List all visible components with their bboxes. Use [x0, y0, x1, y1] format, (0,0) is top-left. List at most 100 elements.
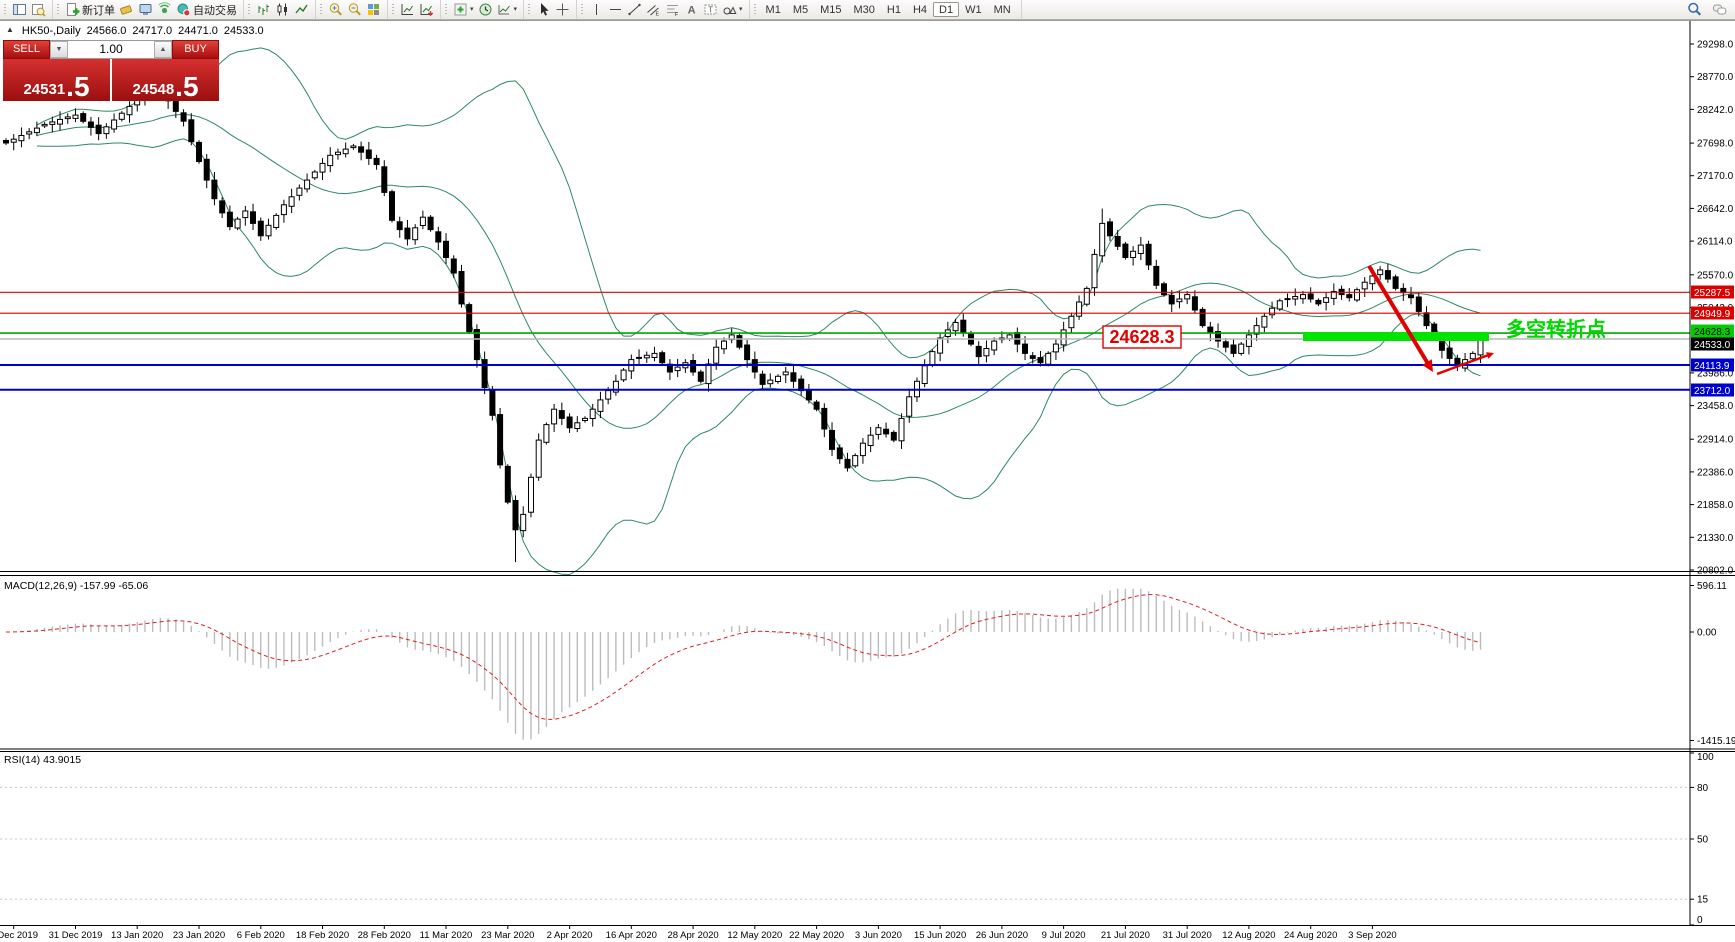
template-button[interactable]: ▾ — [495, 1, 520, 18]
bar-chart-button[interactable] — [254, 1, 273, 18]
bar-chart-icon — [256, 2, 271, 17]
green-highlight-bar[interactable] — [1303, 332, 1489, 341]
price-tick-label: 21330.0 — [1697, 533, 1734, 544]
trend-arrow[interactable] — [1367, 264, 1432, 368]
add-indicator-icon — [453, 2, 468, 17]
text-label-icon: T — [703, 2, 718, 17]
timeframe-h4[interactable]: H4 — [907, 2, 933, 17]
tile-windows-button[interactable] — [364, 1, 383, 18]
shapes-caret-icon[interactable]: ▾ — [739, 6, 743, 13]
profiles-button[interactable] — [29, 1, 48, 18]
autotrading-button[interactable]: 自动交易 — [174, 1, 239, 18]
date-tick-label: 18 Feb 2020 — [296, 930, 349, 941]
vertical-line-button[interactable] — [587, 1, 606, 18]
eraser-button[interactable] — [117, 1, 136, 18]
zoom-out-button[interactable] — [345, 1, 364, 18]
date-tick-label: 12 May 2020 — [727, 930, 782, 941]
timeframe-m30[interactable]: M30 — [848, 2, 881, 17]
toolbar-group-objects: E F A T ▾ — [577, 0, 750, 19]
price-tick-label: 21858.0 — [1697, 500, 1734, 511]
date-tick-label: 12 Aug 2020 — [1222, 930, 1275, 941]
price-badge: 23712.0 — [1691, 383, 1734, 397]
chart-window-button[interactable] — [10, 1, 29, 18]
price-badge-text: 25287.5 — [1694, 288, 1731, 299]
shapes-button[interactable]: ▾ — [720, 1, 745, 18]
trendline-icon — [627, 2, 642, 17]
timeframe-mn[interactable]: MN — [988, 2, 1017, 17]
horizontal-line-button[interactable] — [606, 1, 625, 18]
candlestick-chart-button[interactable] — [273, 1, 292, 18]
macd-tick-label: 596.11 — [1697, 581, 1727, 592]
date-tick-label: 16 Apr 2020 — [606, 930, 657, 941]
date-axis[interactable]: 7 Dec 2019 31 Dec 2019 13 Jan 2020 23 Jan 2… — [0, 925, 1397, 942]
cn-annotation-text[interactable]: 多空转折点 — [1506, 317, 1606, 341]
buy-price-int: 24548 — [132, 80, 175, 98]
indicator-window-add-button[interactable] — [417, 1, 436, 18]
timeframe-m5[interactable]: M5 — [787, 2, 814, 17]
cursor-button[interactable] — [534, 1, 553, 18]
price-badge-text: 23712.0 — [1694, 386, 1731, 397]
template-caret-icon[interactable]: ▾ — [513, 6, 518, 13]
toolbar-group-indicators: ▾ ▾ — [441, 0, 525, 19]
ohlc-open: 24566.0 — [86, 25, 127, 37]
zoom-in-button[interactable] — [326, 1, 345, 18]
price-tick-label: 22386.0 — [1697, 467, 1734, 478]
buy-button[interactable]: BUY — [172, 40, 219, 59]
price-tick-label: 26114.0 — [1697, 237, 1733, 248]
timeframe-d1[interactable]: D1 — [933, 2, 960, 17]
trendline-button[interactable] — [625, 1, 644, 18]
text-label-button[interactable]: T — [701, 1, 720, 18]
collapse-arrow-icon[interactable]: ▲ — [6, 25, 14, 34]
date-tick-label: 28 Apr 2020 — [667, 930, 718, 941]
timeframe-m1[interactable]: M1 — [760, 2, 787, 17]
timeframe-h1[interactable]: H1 — [881, 2, 907, 17]
sell-button[interactable]: SELL — [3, 40, 50, 59]
signals-button[interactable] — [155, 1, 174, 18]
horizontal-line-objects[interactable] — [0, 291, 1690, 391]
new-order-button[interactable]: 新订单 — [63, 1, 117, 18]
trend-arrow[interactable] — [1436, 353, 1491, 376]
crosshair-button[interactable] — [553, 1, 572, 18]
toolbar-group-indicator-windows — [388, 0, 441, 19]
fibonacci-button[interactable]: F — [663, 1, 682, 18]
chart-annotations[interactable]: 24628.3 多空转折点 — [1102, 264, 1606, 376]
price-tick-label: 28770.0 — [1697, 72, 1734, 83]
sell-price-button[interactable]: 24531 .5 — [3, 59, 110, 101]
date-tick-label: 22 May 2020 — [789, 930, 844, 941]
rsi-name: RSI(14) — [4, 754, 41, 766]
search-button[interactable] — [1685, 1, 1704, 18]
period-button[interactable] — [476, 1, 495, 18]
equidistant-channel-button[interactable]: E — [644, 1, 663, 18]
timeframe-w1[interactable]: W1 — [959, 2, 988, 17]
timeframe-m15[interactable]: M15 — [814, 2, 847, 17]
new-order-label: 新订单 — [82, 4, 115, 17]
volume-box: ▼ 1.00 ▲ — [50, 40, 172, 59]
zoom-in-icon — [328, 2, 343, 17]
date-tick-label: 7 Dec 2019 — [0, 930, 38, 941]
toolbar-group-zoom — [316, 0, 388, 19]
macd-value-main: -157.99 — [79, 580, 116, 592]
line-chart-button[interactable] — [292, 1, 311, 18]
toolbar-group-windows — [0, 0, 53, 19]
expert-advisor-button[interactable] — [136, 1, 155, 18]
macd-axis: 596.11 0.00 -1415.19 — [1690, 581, 1735, 747]
chat-button[interactable] — [1710, 1, 1729, 18]
price-tick-label: 27698.0 — [1697, 139, 1734, 150]
price-callout-box[interactable] — [1102, 325, 1182, 349]
add-indicator-button[interactable]: ▾ — [451, 1, 476, 18]
volume-increase-button[interactable]: ▲ — [154, 41, 172, 58]
date-tick-label: 31 Dec 2019 — [49, 930, 103, 941]
volume-decrease-button[interactable]: ▼ — [50, 41, 68, 58]
line-chart-icon — [294, 2, 309, 17]
text-button[interactable]: A — [682, 1, 701, 18]
volume-input[interactable]: 1.00 — [99, 42, 123, 56]
vertical-line-icon — [589, 2, 604, 17]
price-badge-text: 24533.0 — [1694, 340, 1731, 351]
text-icon: A — [684, 2, 699, 17]
buy-price-button[interactable]: 24548 .5 — [112, 59, 219, 101]
search-icon — [1687, 2, 1702, 17]
add-indicator-caret-icon[interactable]: ▾ — [470, 6, 474, 13]
eraser-icon — [119, 2, 134, 17]
indicator-window-button[interactable] — [398, 1, 417, 18]
